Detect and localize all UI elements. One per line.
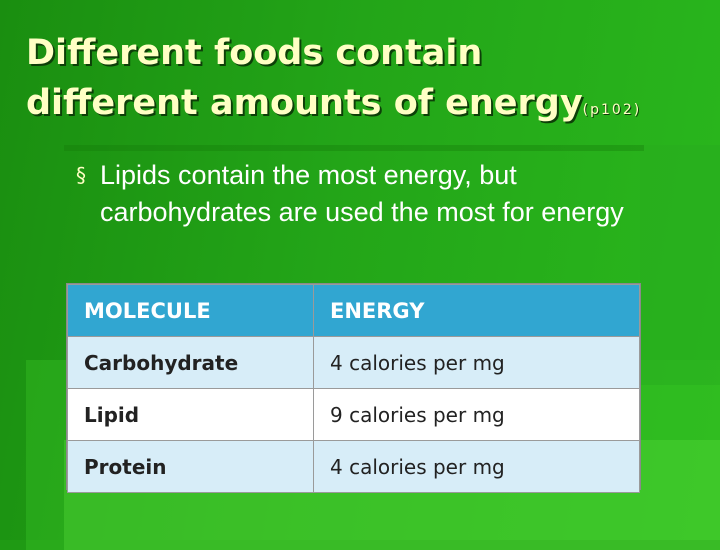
bullet-text: Lipids contain the most energy, but carb… [100,160,624,227]
cell-energy: 4 calories per mg [313,440,640,493]
cell-molecule: Lipid [67,388,314,441]
table-row: Lipid 9 calories per mg [67,388,640,441]
table-header-row: MOLECULE ENERGY [67,284,640,337]
table-row: Carbohydrate 4 calories per mg [67,336,640,389]
title-page-reference: (p102) [582,102,642,118]
energy-table: MOLECULE ENERGY Carbohydrate 4 calories … [66,283,641,493]
header-molecule: MOLECULE [67,284,314,337]
slide-title: Different foods contain different amount… [26,28,641,135]
cell-molecule: Carbohydrate [67,336,314,389]
background-panel [640,145,720,385]
cell-molecule: Protein [67,440,314,493]
square-bullet-icon: § [76,163,86,187]
cell-energy: 9 calories per mg [313,388,640,441]
header-energy: ENERGY [313,284,640,337]
bullet-item: § Lipids contain the most energy, but ca… [76,157,636,231]
background-panel [64,145,644,151]
table-row: Protein 4 calories per mg [67,440,640,493]
title-line-2: different amounts of energy [26,83,583,123]
title-line-1: Different foods contain [26,33,483,73]
cell-energy: 4 calories per mg [313,336,640,389]
